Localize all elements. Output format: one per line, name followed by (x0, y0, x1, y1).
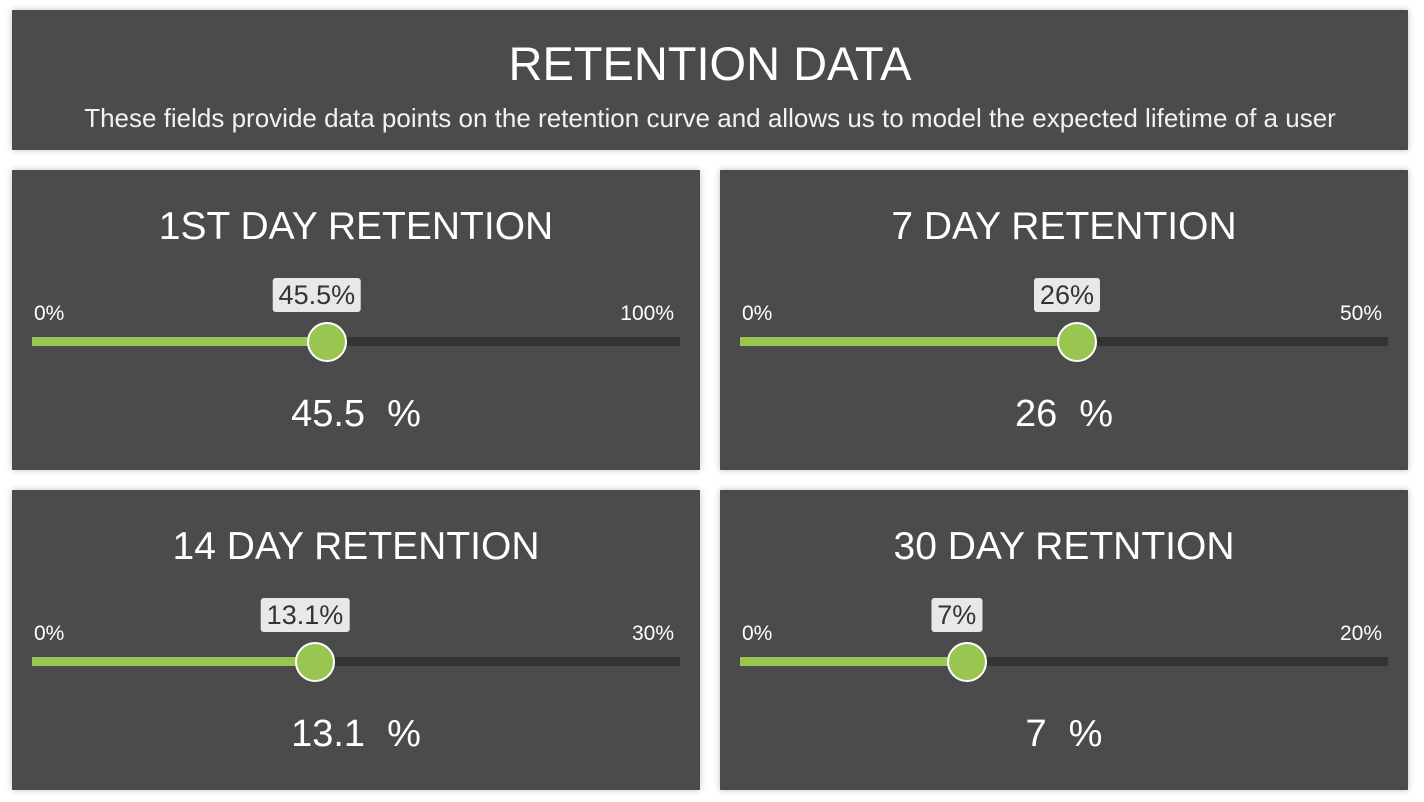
slider-min-label: 0% (34, 622, 65, 645)
slider-handle[interactable] (946, 642, 987, 682)
slider-title: 14 DAY RETENTION (172, 525, 540, 568)
slider-value-readout: 7% (720, 712, 1408, 756)
slider-min-label: 0% (742, 622, 773, 645)
slider-max-label: 20% (1339, 622, 1382, 645)
slider-track[interactable] (32, 642, 680, 682)
slider-value-unit: % (1068, 713, 1103, 755)
slider-max-label: 100% (620, 302, 674, 325)
slider-value-tooltip: 26% (1033, 278, 1100, 312)
slider-value-readout: 45.5% (12, 392, 700, 436)
slider-max-label: 30% (631, 622, 674, 645)
retention-header: RETENTION DATA These fields provide data… (12, 10, 1408, 150)
slider-value-tooltip: 45.5% (272, 278, 362, 312)
slider-value-tooltip: 7% (931, 598, 983, 632)
slider-value-number: 26 (1014, 393, 1058, 435)
slider-min-label: 0% (34, 302, 65, 325)
slider-title: 30 DAY RETNTION (893, 525, 1235, 568)
slider-value-unit: % (387, 713, 421, 755)
slider-track[interactable] (32, 322, 680, 362)
slider-handle[interactable] (1056, 322, 1097, 362)
slider-track[interactable] (740, 642, 1388, 682)
slider-panel-day14: 14 DAY RETENTION 0% 30% 13.1% 13.1% (12, 490, 700, 790)
slider-max-label: 50% (1339, 302, 1382, 325)
slider-panel-day1: 1ST DAY RETENTION 0% 100% 45.5% 45.5% (12, 170, 700, 470)
slider-value-tooltip: 13.1% (260, 598, 350, 632)
slider-value-number: 7 (1025, 713, 1047, 755)
slider-fill (740, 337, 1077, 346)
slider-min-label: 0% (742, 302, 773, 325)
slider-title: 1ST DAY RETENTION (158, 205, 554, 248)
slider-value-unit: % (387, 393, 421, 435)
slider-fill (740, 657, 967, 666)
slider-handle[interactable] (306, 322, 347, 362)
slider-panel-day7: 7 DAY RETENTION 0% 50% 26% 26% (720, 170, 1408, 470)
slider-fill (32, 657, 315, 666)
slider-value-number: 13.1 (291, 713, 366, 755)
slider-fill (32, 337, 327, 346)
slider-value-number: 45.5 (291, 393, 366, 435)
slider-handle[interactable] (294, 642, 335, 682)
slider-value-unit: % (1079, 393, 1114, 435)
slider-panel-day30: 30 DAY RETNTION 0% 20% 7% 7% (720, 490, 1408, 790)
slider-value-readout: 26% (720, 392, 1408, 436)
slider-value-readout: 13.1% (12, 712, 700, 756)
slider-title: 7 DAY RETENTION (891, 205, 1237, 248)
page-title: RETENTION DATA (508, 37, 912, 90)
slider-track[interactable] (740, 322, 1388, 362)
page-description: These fields provide data points on the … (84, 103, 1336, 133)
